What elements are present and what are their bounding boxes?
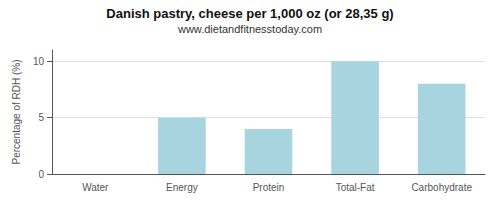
svg-text:Danish pastry, cheese per 1,00: Danish pastry, cheese per 1,000 oz (or 2… — [106, 6, 393, 21]
svg-text:www.dietandfitnesstoday.com: www.dietandfitnesstoday.com — [177, 23, 322, 35]
svg-text:Water: Water — [82, 182, 109, 193]
svg-text:Energy: Energy — [166, 182, 198, 193]
svg-text:Carbohydrate: Carbohydrate — [411, 182, 472, 193]
svg-text:Protein: Protein — [253, 182, 285, 193]
svg-text:0: 0 — [38, 169, 44, 180]
svg-text:5: 5 — [38, 112, 44, 123]
svg-text:Total-Fat: Total-Fat — [336, 182, 375, 193]
svg-text:Percentage of RDH (%): Percentage of RDH (%) — [11, 59, 22, 164]
svg-text:10: 10 — [33, 56, 45, 67]
